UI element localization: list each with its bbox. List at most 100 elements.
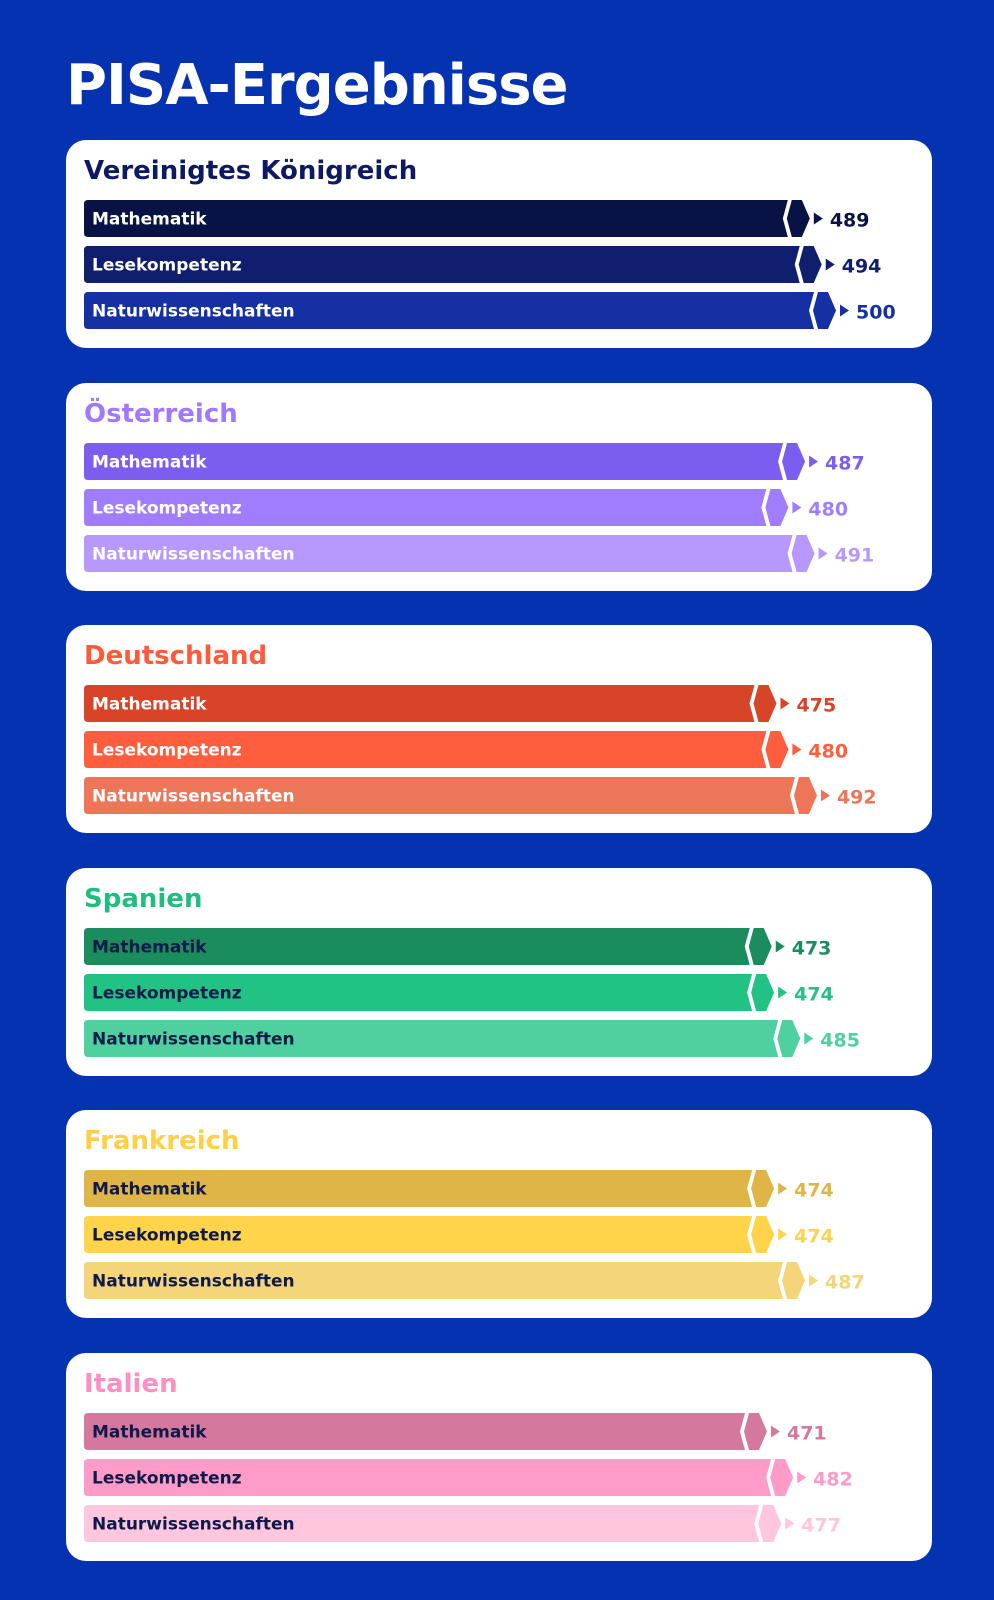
bar-label: Mathematik xyxy=(92,1180,207,1200)
bar-value: 494 xyxy=(842,256,882,278)
bar-tip xyxy=(813,292,836,329)
bar-label: Mathematik xyxy=(92,453,207,473)
bar-arrow-icon xyxy=(792,501,802,514)
bar-value: 477 xyxy=(801,1515,841,1537)
bar xyxy=(84,1262,784,1299)
bar-arrow-icon xyxy=(778,1182,788,1195)
bar-group: Mathematik 471 xyxy=(84,1413,827,1450)
bar-arrow-icon xyxy=(813,212,823,225)
bar xyxy=(84,292,814,329)
bar xyxy=(84,246,800,283)
bar-label: Naturwissenschaften xyxy=(92,1030,295,1050)
bar xyxy=(84,928,750,965)
country-name: Österreich xyxy=(84,399,238,429)
bar-tip xyxy=(758,1505,782,1542)
bar-label: Lesekompetenz xyxy=(92,1469,242,1489)
bar-label: Mathematik xyxy=(92,1423,207,1443)
bar-tip xyxy=(777,1020,801,1057)
bar-arrow-icon xyxy=(825,258,835,271)
bar-tip xyxy=(782,1262,806,1299)
bar-tip xyxy=(791,535,815,572)
bar-tip xyxy=(751,1170,775,1207)
country-card: Vereinigtes Königreich Mathematik 489 Lesek… xyxy=(66,140,932,348)
bar xyxy=(84,535,793,572)
bar xyxy=(84,685,755,722)
bar-chart: Mathematik 475 Lesekompetenz 480 Naturwissen… xyxy=(84,685,877,814)
bar-value: 485 xyxy=(820,1030,860,1052)
bar xyxy=(84,1459,772,1496)
bar-group: Lesekompetenz 474 xyxy=(84,974,834,1011)
country-name: Frankreich xyxy=(84,1126,240,1156)
bar-chart: Mathematik 489 Lesekompetenz 494 Naturwissen… xyxy=(84,200,896,329)
bar xyxy=(84,777,795,814)
bar-arrow-icon xyxy=(820,789,830,802)
bar-tip xyxy=(748,928,772,965)
bar-label: Mathematik xyxy=(92,695,207,715)
bar-value: 487 xyxy=(825,1272,865,1294)
bar-tip xyxy=(743,1413,767,1450)
bar-tip xyxy=(786,200,810,237)
bar-arrow-icon xyxy=(809,455,819,468)
bar-value: 487 xyxy=(825,453,865,475)
bar-arrow-icon xyxy=(775,940,785,953)
bar-group: Lesekompetenz 482 xyxy=(84,1459,853,1496)
bar-value: 474 xyxy=(794,1180,834,1202)
bar xyxy=(84,200,788,237)
bar-label: Lesekompetenz xyxy=(92,499,242,519)
bar-group: Lesekompetenz 480 xyxy=(84,489,848,526)
bar-label: Naturwissenschaften xyxy=(92,302,295,322)
bar xyxy=(84,974,753,1011)
bar-value: 489 xyxy=(830,210,870,232)
bar-group: Naturwissenschaften 485 xyxy=(84,1020,860,1057)
bar-arrow-icon xyxy=(809,1274,819,1287)
bar-group: Lesekompetenz 474 xyxy=(84,1216,834,1253)
bar-tip xyxy=(770,1459,794,1496)
bar-arrow-icon xyxy=(780,697,790,710)
country-name: Deutschland xyxy=(84,641,268,671)
bar-group: Lesekompetenz 480 xyxy=(84,731,848,768)
bar-arrow-icon xyxy=(804,1032,814,1045)
bar-label: Mathematik xyxy=(92,210,207,230)
bar xyxy=(84,1170,753,1207)
bar-chart: Mathematik 474 Lesekompetenz 474 Naturwissen… xyxy=(84,1170,865,1299)
bar-arrow-icon xyxy=(797,1471,807,1484)
bar-tip xyxy=(765,489,789,526)
bar-value: 474 xyxy=(794,984,834,1006)
bar-arrow-icon xyxy=(770,1425,780,1438)
bar-label: Lesekompetenz xyxy=(92,741,242,761)
country-card: Österreich Mathematik 487 Lesekompetenz 480 N… xyxy=(66,383,932,591)
bar-group: Naturwissenschaften 500 xyxy=(84,292,896,329)
bar-tip xyxy=(798,246,822,283)
bar xyxy=(84,1413,745,1450)
bar xyxy=(84,1216,753,1253)
bar-chart: Mathematik 471 Lesekompetenz 482 Naturwissen… xyxy=(84,1413,853,1542)
bar-group: Mathematik 489 xyxy=(84,200,869,237)
bar-label: Naturwissenschaften xyxy=(92,1272,295,1292)
bar-group: Naturwissenschaften 487 xyxy=(84,1262,865,1299)
bar-arrow-icon xyxy=(840,304,849,317)
bar-chart: Mathematik 473 Lesekompetenz 474 Naturwissen… xyxy=(84,928,860,1057)
bar-chart: Mathematik 487 Lesekompetenz 480 Naturwissen… xyxy=(84,443,874,572)
country-card: Deutschland Mathematik 475 Lesekompetenz 480… xyxy=(66,625,932,833)
bar-value: 480 xyxy=(808,741,848,763)
bar-value: 475 xyxy=(797,695,837,717)
bar xyxy=(84,489,767,526)
bar-label: Naturwissenschaften xyxy=(92,787,295,807)
country-card: Frankreich Mathematik 474 Lesekompetenz 474 N… xyxy=(66,1110,932,1318)
bar-arrow-icon xyxy=(778,986,788,999)
bar-value: 474 xyxy=(794,1226,834,1248)
bar-value: 473 xyxy=(792,938,832,960)
bar-value: 492 xyxy=(837,787,877,809)
bar-group: Naturwissenschaften 491 xyxy=(84,535,874,572)
bar-arrow-icon xyxy=(818,547,828,560)
country-card: Spanien Mathematik 473 Lesekompetenz 474 Natu… xyxy=(66,868,932,1076)
bar-tip xyxy=(765,731,789,768)
bar-group: Mathematik 473 xyxy=(84,928,831,965)
bar-arrow-icon xyxy=(778,1228,788,1241)
bar xyxy=(84,731,767,768)
bar-value: 471 xyxy=(787,1423,827,1445)
bar-tip xyxy=(753,685,777,722)
bar xyxy=(84,1505,760,1542)
bar-group: Mathematik 474 xyxy=(84,1170,834,1207)
